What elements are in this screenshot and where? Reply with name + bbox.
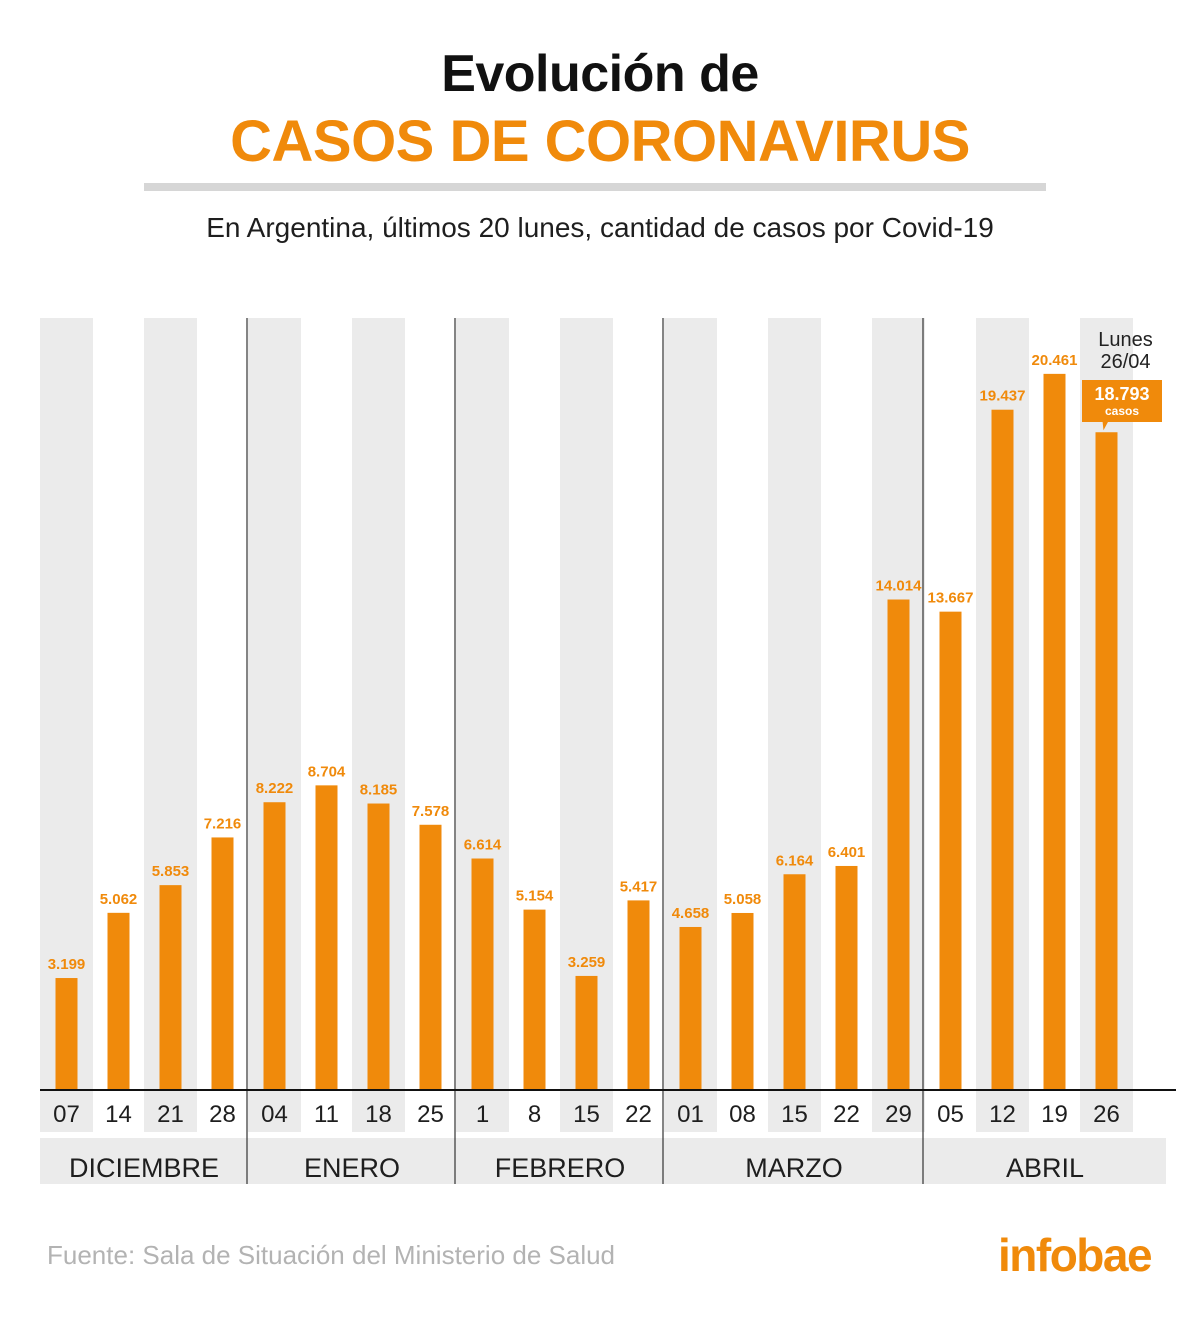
- x-tick-label: 29: [885, 1101, 912, 1128]
- chart-title-line2: CASOS DE CORONAVIRUS: [230, 109, 970, 174]
- bar-chart: DICIEMBRE ENERO FEBRERO MARZO ABRIL 3.199 07 5.…: [40, 318, 1176, 1184]
- bar: [159, 885, 182, 1090]
- bar: [783, 874, 806, 1090]
- callout-date: 26/04: [1100, 351, 1150, 373]
- month-band: [40, 1138, 1166, 1184]
- value-label: 6.164: [776, 852, 814, 869]
- bar: [679, 926, 702, 1090]
- bar: [575, 975, 598, 1090]
- value-label: 5.062: [100, 891, 138, 908]
- value-label: 13.667: [928, 590, 974, 607]
- x-tick-label: 14: [105, 1101, 132, 1128]
- x-tick-label: 07: [53, 1101, 80, 1128]
- x-tick-label: 8: [528, 1101, 541, 1128]
- bar: [731, 912, 754, 1090]
- x-tick-label: 22: [625, 1101, 652, 1128]
- x-tick-label: 18: [365, 1101, 392, 1128]
- x-tick-label: 21: [157, 1101, 184, 1128]
- value-label: 5.417: [620, 878, 658, 895]
- callout-box: [1082, 380, 1162, 422]
- x-tick-label: 19: [1041, 1101, 1068, 1128]
- x-tick-label: 15: [573, 1101, 600, 1128]
- month-label: DICIEMBRE: [69, 1153, 219, 1183]
- title-divider: [144, 183, 1046, 191]
- chart-subtitle: En Argentina, últimos 20 lunes, cantidad…: [206, 212, 994, 243]
- source-note: Fuente: Sala de Situación del Ministerio…: [47, 1240, 616, 1270]
- bar: [887, 599, 910, 1090]
- month-label: FEBRERO: [495, 1153, 626, 1183]
- x-tick-label: 01: [677, 1101, 704, 1128]
- bar: [263, 802, 286, 1090]
- value-label: 5.853: [152, 863, 190, 880]
- x-tick-label: 22: [833, 1101, 860, 1128]
- value-label: 20.461: [1032, 352, 1078, 369]
- x-tick-label: 12: [989, 1101, 1016, 1128]
- value-label: 4.658: [672, 905, 710, 922]
- value-label: 5.154: [516, 888, 554, 905]
- x-tick-label: 05: [937, 1101, 964, 1128]
- callout-unit: casos: [1105, 404, 1139, 418]
- value-label: 7.578: [412, 803, 450, 820]
- bar: [523, 909, 546, 1090]
- bar: [419, 824, 442, 1090]
- bar: [627, 900, 650, 1090]
- x-tick-label: 28: [209, 1101, 236, 1128]
- value-label: 19.437: [980, 388, 1026, 405]
- month-label: ABRIL: [1006, 1153, 1084, 1183]
- x-tick-label: 1: [476, 1101, 489, 1128]
- bar: [1095, 432, 1118, 1090]
- bar: [1043, 373, 1066, 1090]
- x-tick-label: 25: [417, 1101, 444, 1128]
- bar: [471, 858, 494, 1090]
- chart-title-line1: Evolución de: [441, 45, 759, 103]
- value-label: 8.185: [360, 782, 398, 799]
- bar: [367, 803, 390, 1090]
- value-label: 8.704: [308, 763, 346, 780]
- value-label: 3.199: [48, 956, 86, 973]
- bar: [55, 978, 78, 1090]
- infobae-logo: infobae: [998, 1229, 1153, 1281]
- month-label: MARZO: [745, 1153, 843, 1183]
- bar: [991, 409, 1014, 1090]
- month-label: ENERO: [304, 1153, 400, 1183]
- x-tick-label: 15: [781, 1101, 808, 1128]
- value-label: 8.222: [256, 780, 294, 797]
- bar: [211, 837, 234, 1090]
- callout-label: Lunes: [1098, 329, 1153, 351]
- value-label: 5.058: [724, 891, 762, 908]
- x-tick-label: 08: [729, 1101, 756, 1128]
- x-tick-label: 04: [261, 1101, 288, 1128]
- value-label: 3.259: [568, 954, 606, 971]
- bar: [939, 611, 962, 1090]
- bar: [835, 865, 858, 1090]
- value-label: 7.216: [204, 815, 242, 832]
- bar: [315, 785, 338, 1090]
- callout-pointer: [1102, 421, 1109, 431]
- bar: [107, 912, 130, 1090]
- x-tick-label: 11: [314, 1101, 339, 1128]
- value-label: 6.401: [828, 844, 866, 861]
- value-label: 14.014: [876, 578, 923, 595]
- x-tick-label: 26: [1093, 1101, 1120, 1128]
- callout-value: 18.793: [1094, 384, 1149, 404]
- value-label: 6.614: [464, 837, 502, 854]
